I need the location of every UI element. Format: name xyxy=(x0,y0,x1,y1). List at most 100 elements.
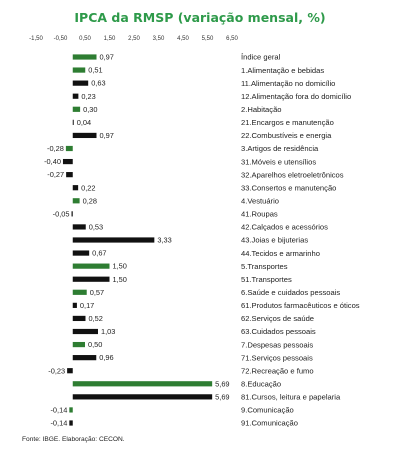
value-label: -0,40 xyxy=(44,157,61,166)
bar xyxy=(72,276,110,282)
category-label: 72.Recreação e fumo xyxy=(241,366,314,375)
value-label: -0,27 xyxy=(47,170,64,179)
category-label: 32.Aparelhos eletroeletrônicos xyxy=(241,170,344,179)
x-tick-label: 6,50 xyxy=(226,36,238,42)
value-label: -0,23 xyxy=(48,366,65,375)
bar xyxy=(72,302,77,308)
category-label: 42.Calçados e acessórios xyxy=(241,223,328,232)
value-label: 0,22 xyxy=(81,183,95,192)
bar xyxy=(67,368,73,374)
value-label: 5,69 xyxy=(215,392,229,401)
category-label: 12.Alimentação fora do domicílio xyxy=(241,92,351,101)
bar xyxy=(72,224,86,230)
bar xyxy=(72,80,89,86)
category-label: 51.Transportes xyxy=(241,275,292,284)
value-label: 1,50 xyxy=(113,262,127,271)
bar xyxy=(69,420,73,426)
value-label: 0,52 xyxy=(88,314,102,323)
value-label: 0,28 xyxy=(83,196,97,205)
value-label: 0,63 xyxy=(91,79,105,88)
value-label: 5,69 xyxy=(215,379,229,388)
value-label: -0,28 xyxy=(47,144,64,153)
category-label: 5.Transportes xyxy=(241,262,288,271)
bar xyxy=(72,250,90,256)
category-labels: Índice geral 1.Alimentação e bebidas 11.Al… xyxy=(241,53,360,428)
bar xyxy=(72,381,213,387)
value-label: 0,53 xyxy=(89,223,103,232)
bar xyxy=(72,355,97,361)
bar xyxy=(66,172,73,178)
category-label: 81.Cursos, leitura e papelaria xyxy=(241,393,341,402)
value-label: 0,57 xyxy=(90,288,104,297)
value-label: -0,05 xyxy=(53,209,70,218)
x-tick-label: 4,50 xyxy=(177,36,189,42)
x-tick-label: -1,50 xyxy=(29,36,43,42)
source-note: Fonte: IBGE. Elaboração: CECON. xyxy=(22,436,125,443)
category-label: 1.Alimentação e bebidas xyxy=(241,66,324,75)
bar xyxy=(72,119,74,125)
category-label: 43.Joias e bijuterias xyxy=(241,236,308,245)
value-label: 0,67 xyxy=(92,249,106,258)
chart-title: IPCA da RMSP (variação mensal, %) xyxy=(74,10,325,25)
category-label: 44.Tecidos e armarinho xyxy=(241,249,320,258)
bar xyxy=(72,106,81,112)
category-label: 11.Alimentação no domicílio xyxy=(241,79,335,88)
category-label: 4.Vestuário xyxy=(241,196,279,205)
value-label: 0,97 xyxy=(100,131,114,140)
x-tick-label: 2,50 xyxy=(128,36,140,42)
value-label: 1,50 xyxy=(113,275,127,284)
x-tick-label: 1,50 xyxy=(104,36,116,42)
category-label: Índice geral xyxy=(241,53,281,62)
value-label: 0,17 xyxy=(80,301,94,310)
value-label: 1,03 xyxy=(101,327,115,336)
x-tick-label: -0,50 xyxy=(54,36,68,42)
value-label: 0,04 xyxy=(77,118,91,127)
value-labels: 0,97 0,51 0,63 0,23 0,30 0,04 0,97 -0,28 -0,40 -0… xyxy=(44,53,229,428)
value-label: 0,51 xyxy=(88,66,102,75)
bar xyxy=(72,263,110,269)
x-axis-ticks: -1,50 -0,50 0,50 1,50 2,50 3,50 4,50 5,50 6,50 xyxy=(29,36,238,42)
bar xyxy=(72,394,213,400)
value-label: 3,33 xyxy=(157,236,171,245)
bar xyxy=(72,93,79,99)
value-label: -0,14 xyxy=(50,419,67,428)
bar xyxy=(72,132,97,139)
category-label: 62.Serviços de saúde xyxy=(241,314,314,323)
category-label: 7.Despesas pessoais xyxy=(241,340,313,349)
bar xyxy=(72,237,155,243)
value-label: 0,97 xyxy=(100,53,114,62)
category-label: 91.Comunicação xyxy=(241,419,298,428)
category-label: 2.Habitação xyxy=(241,105,282,114)
bar xyxy=(71,211,73,217)
bars xyxy=(62,54,213,426)
category-label: 8.Educação xyxy=(241,379,281,388)
category-label: 3.Artigos de residência xyxy=(241,144,319,153)
bar xyxy=(72,315,86,322)
bar xyxy=(72,341,85,348)
value-label: -0,14 xyxy=(50,406,67,415)
x-tick-label: 3,50 xyxy=(153,36,165,42)
category-label: 41.Roupas xyxy=(241,210,278,219)
x-tick-label: 5,50 xyxy=(202,36,214,42)
category-label: 22.Combustíveis e energia xyxy=(241,131,332,140)
category-label: 9.Comunicação xyxy=(241,406,294,415)
value-label: 0,23 xyxy=(81,92,95,101)
category-label: 71.Serviços pessoais xyxy=(241,353,313,362)
category-label: 21.Encargos e manutenção xyxy=(241,118,334,127)
x-tick-label: 0,50 xyxy=(79,36,91,42)
category-label: 31.Móveis e utensílios xyxy=(241,157,316,166)
value-label: 0,50 xyxy=(88,340,102,349)
category-label: 63.Cuidados pessoais xyxy=(241,327,316,336)
bar xyxy=(72,289,87,295)
bar xyxy=(72,67,86,73)
bar xyxy=(72,198,80,204)
value-label: 0,96 xyxy=(99,353,113,362)
category-label: 61.Produtos farmacêuticos e óticos xyxy=(241,301,360,310)
bar xyxy=(72,54,97,60)
bar xyxy=(72,328,98,335)
category-label: 6.Saúde e cuidados pessoais xyxy=(241,288,340,297)
bar xyxy=(62,158,73,165)
bar xyxy=(65,145,73,152)
bar xyxy=(72,185,79,191)
